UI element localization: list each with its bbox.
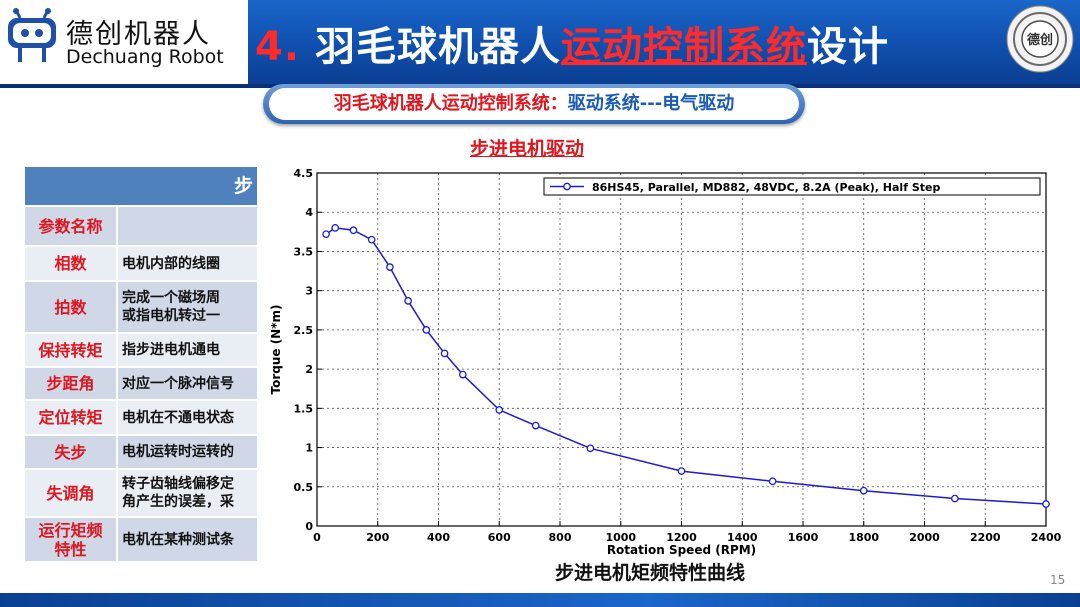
y-tick-label: 4.5 xyxy=(294,167,314,180)
param-description: 转子齿轴线偏移定 角产生的误差，采 xyxy=(118,470,257,516)
data-point xyxy=(859,486,868,495)
slide-title: 4. 羽毛球机器人运动控制系统设计 xyxy=(255,14,889,72)
subtitle-blue: 驱动系统---电气驱动 xyxy=(567,93,735,114)
data-point xyxy=(458,370,467,379)
param-description xyxy=(118,207,257,245)
y-tick-label: 2.5 xyxy=(294,324,314,337)
brand-logo: 德创机器人 Dechuang Robot xyxy=(0,0,248,84)
x-tick-label: 2200 xyxy=(970,531,1001,544)
table-row: 拍数 完成一个磁场周 或指电机转过一 xyxy=(25,280,257,332)
plot-frame xyxy=(316,172,1047,527)
x-tick-label: 0 xyxy=(313,531,321,544)
torque-speed-chart: 0 200 400 600 800 1000 1200 1400 1600 1800 2000 220… xyxy=(258,165,1070,557)
data-point xyxy=(531,421,540,430)
x-tick-label: 1800 xyxy=(848,531,879,544)
data-point xyxy=(495,406,504,414)
table-row: 保持转矩 指步进电机通电 xyxy=(25,332,257,366)
table-row: 定位转矩 电机在不通电状态 xyxy=(25,399,257,434)
data-point xyxy=(349,226,358,235)
param-name: 步距角 xyxy=(25,368,116,399)
param-description: 指步进电机通电 xyxy=(118,334,257,366)
param-description: 对应一个脉冲信号 xyxy=(118,368,257,399)
legend-box xyxy=(543,177,1041,196)
seal-text: 德创 xyxy=(1027,32,1053,48)
param-name: 拍数 xyxy=(25,282,116,332)
y-tick-label: 3.5 xyxy=(294,245,314,258)
title-highlight: 运动控制系统 xyxy=(560,24,807,70)
legend-label: 86HS45, Parallel, MD882, 48VDC, 8.2A (Pe… xyxy=(592,181,940,194)
param-name: 运行矩频 特性 xyxy=(25,518,116,561)
parameter-table: 步 参数名称 相数 电机内部的线圈 拍数 完成一个磁场周 或指电机转过一 保持转矩 指步进电… xyxy=(25,167,257,561)
data-point xyxy=(440,349,449,358)
x-tick-label: 1400 xyxy=(727,531,758,544)
x-tick-label: 200 xyxy=(366,531,389,544)
param-description: 电机在某种测试条 xyxy=(118,518,257,561)
data-point xyxy=(331,224,340,232)
chart-caption: 步进电机矩频特性曲线 xyxy=(555,562,746,584)
data-point xyxy=(586,444,595,453)
y-tick-label: 0.5 xyxy=(294,481,314,494)
legend-marker xyxy=(563,182,571,191)
y-tick-label: 0 xyxy=(305,520,313,533)
y-tick-label: 2 xyxy=(305,363,313,376)
footer-bar xyxy=(0,593,1080,607)
x-tick-label: 600 xyxy=(488,531,511,544)
param-description: 电机内部的线圈 xyxy=(118,247,257,280)
x-tick-label: 1200 xyxy=(666,531,697,544)
data-point xyxy=(768,477,777,486)
x-tick-label: 2000 xyxy=(909,531,940,544)
data-point xyxy=(322,230,330,239)
subtitle-banner: 羽毛球机器人运动控制系统：驱动系统---电气驱动 xyxy=(263,84,805,124)
university-seal-icon: 德创 xyxy=(1006,5,1074,73)
param-name: 参数名称 xyxy=(25,207,116,245)
x-tick-label: 1000 xyxy=(605,531,636,544)
x-tick-label: 2400 xyxy=(1031,531,1062,544)
y-tick-label: 1.5 xyxy=(294,402,314,415)
param-name: 相数 xyxy=(25,247,116,280)
data-point xyxy=(386,263,394,271)
x-axis-label: Rotation Speed (RPM) xyxy=(607,543,756,557)
title-part2: 设计 xyxy=(806,24,889,70)
subtitle-red: 羽毛球机器人运动控制系统： xyxy=(333,93,568,114)
table-row: 参数名称 xyxy=(25,205,257,245)
table-row: 失调角 转子齿轴线偏移定 角产生的误差，采 xyxy=(25,468,257,516)
y-tick-label: 3 xyxy=(305,285,313,298)
table-row: 步距角 对应一个脉冲信号 xyxy=(25,366,257,399)
y-tick-label: 4 xyxy=(305,206,313,219)
series-line xyxy=(325,227,1047,505)
x-tick-label: 800 xyxy=(549,531,572,544)
data-point xyxy=(404,297,412,305)
x-tick-label: 1600 xyxy=(788,531,819,544)
param-name: 失步 xyxy=(25,436,116,468)
y-tick-label: 1 xyxy=(305,442,313,455)
y-axis-label: Torque (N*m) xyxy=(269,305,283,395)
page-number: 15 xyxy=(1050,573,1066,587)
table-row: 相数 电机内部的线圈 xyxy=(25,245,257,280)
table-row: 失步 电机运转时运转的 xyxy=(25,434,257,468)
data-point xyxy=(677,467,686,475)
section-title: 步进电机驱动 xyxy=(470,138,585,160)
brand-name-cn: 德创机器人 xyxy=(66,19,211,50)
chart-svg: 0 200 400 600 800 1000 1200 1400 1600 1800 2000 220… xyxy=(269,167,1062,557)
table-row: 运行矩频 特性 电机在某种测试条 xyxy=(25,516,257,561)
data-point xyxy=(951,494,959,503)
param-description: 完成一个磁场周 或指电机转过一 xyxy=(118,282,257,332)
param-name: 定位转矩 xyxy=(25,401,116,434)
data-point xyxy=(367,235,376,244)
table-header: 步 xyxy=(25,167,257,205)
param-name: 失调角 xyxy=(25,470,116,516)
param-description: 电机在不通电状态 xyxy=(118,401,257,434)
brand-name-en: Dechuang Robot xyxy=(66,46,224,68)
param-name: 保持转矩 xyxy=(25,334,116,366)
x-tick-label: 400 xyxy=(427,531,450,544)
data-point xyxy=(422,326,431,334)
title-number: 4. xyxy=(255,24,315,70)
param-description: 电机运转时运转的 xyxy=(118,436,257,468)
robot-logo-icon xyxy=(8,8,56,62)
data-point xyxy=(1042,500,1050,508)
title-part1: 羽毛球机器人 xyxy=(314,24,561,70)
